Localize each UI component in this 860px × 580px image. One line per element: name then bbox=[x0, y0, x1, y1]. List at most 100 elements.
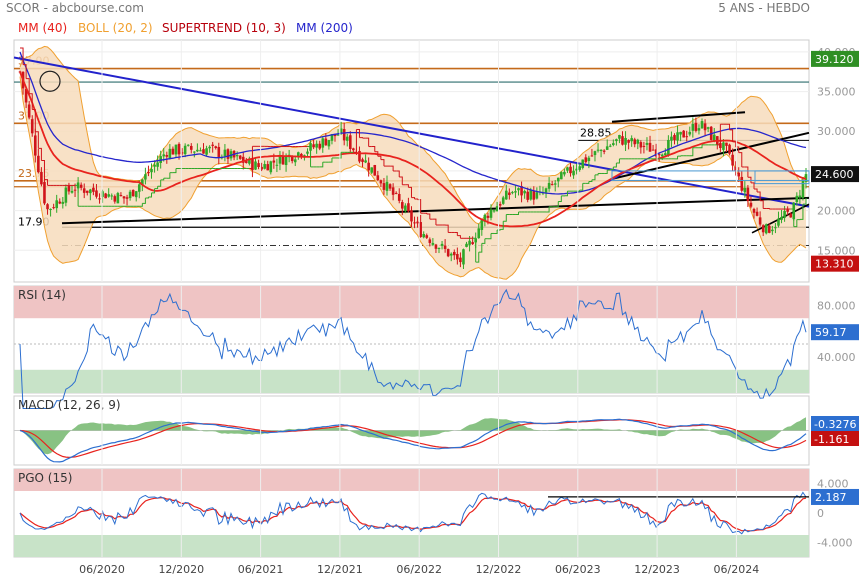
candle-body bbox=[385, 181, 389, 191]
supertrend-segment bbox=[396, 170, 400, 178]
x-tick-label: 06/2022 bbox=[396, 563, 442, 576]
supertrend-segment bbox=[38, 147, 42, 161]
candle-body bbox=[578, 166, 581, 170]
candle-body bbox=[98, 198, 101, 200]
candle-body bbox=[700, 121, 704, 129]
candle-body bbox=[107, 194, 110, 197]
candle-body bbox=[651, 149, 655, 151]
candle-body bbox=[95, 190, 98, 197]
candle-body bbox=[37, 155, 40, 173]
supertrend-segment bbox=[802, 197, 807, 205]
supertrend-segment bbox=[408, 186, 412, 198]
candle-body bbox=[147, 171, 150, 174]
candle-body bbox=[116, 193, 120, 204]
x-tick-label: 12/2021 bbox=[317, 563, 363, 576]
supertrend-segment bbox=[75, 184, 79, 207]
candle-body bbox=[615, 139, 618, 142]
price-badge-2 bbox=[811, 255, 859, 272]
candle-body bbox=[434, 244, 438, 249]
candle-body bbox=[599, 149, 603, 151]
supertrend-segment bbox=[374, 151, 379, 157]
candle-body bbox=[722, 142, 725, 150]
candle-body bbox=[413, 222, 416, 224]
candle-body bbox=[73, 189, 77, 191]
mm200-line bbox=[19, 51, 807, 195]
candle-body bbox=[725, 142, 728, 146]
candle-body bbox=[728, 144, 731, 154]
supertrend-segment bbox=[793, 219, 798, 228]
candle-body bbox=[193, 151, 196, 153]
candle-body bbox=[141, 179, 144, 185]
pgo-title: PGO (15) bbox=[18, 471, 72, 485]
legend-entry-1: BOLL (20, 2) bbox=[78, 21, 153, 35]
candle-body bbox=[205, 148, 208, 155]
candle-body bbox=[235, 155, 239, 157]
candle-body bbox=[758, 217, 762, 225]
supertrend-segment bbox=[307, 146, 312, 167]
rsi-oversold-zone bbox=[14, 369, 809, 393]
supertrend-segment bbox=[139, 203, 143, 207]
candle-body bbox=[358, 150, 361, 162]
rsi-last-text: 59.17 bbox=[815, 326, 847, 339]
candle-body bbox=[553, 183, 557, 185]
candle-body bbox=[642, 145, 646, 147]
supertrend-segment bbox=[738, 152, 743, 167]
candle-body bbox=[272, 160, 276, 163]
candle-body bbox=[24, 88, 28, 103]
candle-body bbox=[278, 155, 282, 164]
candle-body bbox=[113, 196, 117, 202]
candle-body bbox=[324, 138, 328, 146]
supertrend-segment bbox=[29, 93, 33, 110]
supertrend-segment bbox=[594, 173, 599, 176]
rsi-last-badge bbox=[811, 324, 859, 341]
candle-body bbox=[556, 177, 560, 182]
price-y-tick: 35.000 bbox=[817, 86, 856, 99]
legend-entry-0: MM (40) bbox=[18, 21, 67, 35]
candle-body bbox=[777, 218, 780, 226]
candle-body bbox=[211, 144, 214, 146]
candle-body bbox=[226, 149, 230, 159]
supertrend-segment bbox=[689, 147, 694, 157]
candle-body bbox=[633, 139, 637, 145]
supertrend-segment bbox=[390, 165, 394, 171]
supertrend-segment bbox=[747, 176, 752, 183]
candle-body bbox=[743, 187, 747, 193]
macd-title: MACD (12, 26, 9) bbox=[18, 398, 121, 412]
candle-body bbox=[171, 148, 175, 155]
candle-body bbox=[70, 190, 74, 193]
candle-body bbox=[327, 139, 331, 147]
macd-last-text: -0.3276 bbox=[814, 418, 856, 431]
candle-body bbox=[404, 205, 407, 211]
candle-body bbox=[82, 188, 86, 193]
candle-body bbox=[480, 219, 484, 230]
supertrend-segment bbox=[353, 129, 357, 153]
candle-body bbox=[667, 139, 670, 156]
candle-body bbox=[624, 137, 627, 145]
candle-body bbox=[131, 189, 135, 197]
supertrend-segment bbox=[417, 199, 422, 214]
supertrend-segment bbox=[157, 179, 162, 187]
candle-body bbox=[694, 122, 698, 131]
supertrend-segment bbox=[356, 128, 360, 138]
candle-body bbox=[55, 200, 59, 209]
candle-body bbox=[428, 239, 432, 243]
candle-body bbox=[495, 206, 499, 212]
supertrend-segment bbox=[365, 137, 370, 147]
candle-body bbox=[214, 146, 218, 149]
legend-entry-2: SUPERTREND (10, 3) bbox=[162, 21, 286, 35]
pgo-oversold-zone bbox=[14, 535, 809, 557]
chart-period-label: 5 ANS - HEBDO bbox=[718, 1, 810, 15]
supertrend-segment bbox=[503, 214, 507, 222]
candle-body bbox=[508, 192, 511, 195]
candle-body bbox=[49, 208, 52, 210]
candle-body bbox=[468, 240, 471, 245]
candle-body bbox=[300, 153, 303, 157]
supertrend-segment bbox=[579, 183, 584, 191]
candle-body bbox=[174, 144, 178, 155]
supertrend-segment bbox=[145, 196, 149, 199]
supertrend-segment bbox=[790, 208, 795, 227]
supertrend-segment bbox=[558, 195, 562, 203]
candle-body bbox=[137, 184, 141, 192]
candle-body bbox=[443, 245, 447, 249]
candle-body bbox=[339, 128, 343, 134]
